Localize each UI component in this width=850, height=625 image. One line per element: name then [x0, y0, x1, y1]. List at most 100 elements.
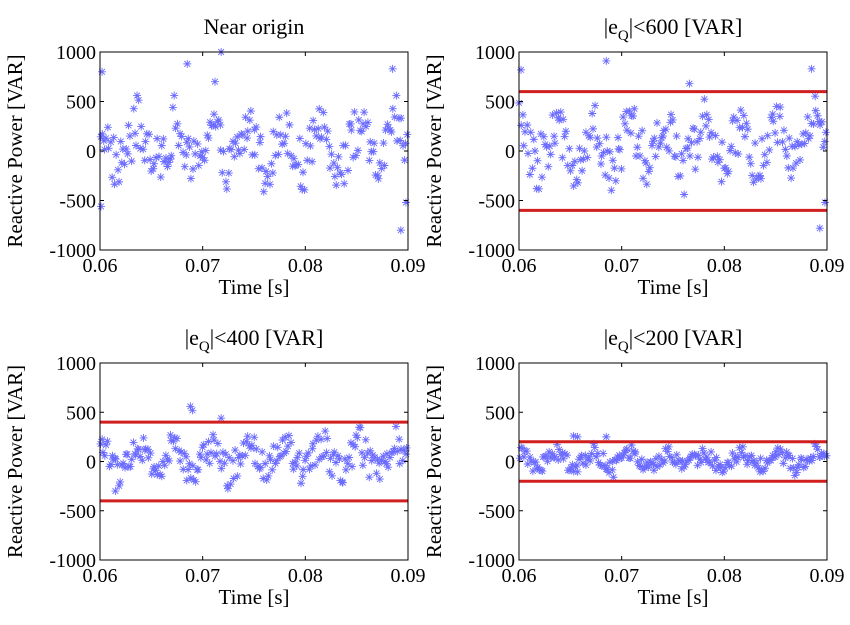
data-point [341, 465, 350, 474]
data-point [395, 459, 404, 468]
data-point [391, 422, 400, 431]
data-point [727, 462, 736, 471]
data-point [375, 475, 384, 484]
data-point [745, 452, 754, 461]
title-subscript: Q [199, 339, 210, 355]
data-point [548, 111, 557, 120]
data-point [268, 465, 277, 474]
data-point [210, 110, 219, 119]
data-point [161, 451, 170, 460]
data-point [552, 108, 561, 117]
data-point [807, 456, 816, 465]
data-point [749, 178, 758, 187]
data-point [209, 430, 218, 439]
data-point [690, 125, 699, 134]
data-point [352, 151, 361, 160]
data-point [269, 442, 278, 451]
data-point [596, 159, 605, 168]
data-point [671, 152, 680, 161]
data-point [247, 441, 256, 450]
data-point [149, 164, 158, 173]
data-point [382, 449, 391, 458]
data-point [304, 449, 313, 458]
data-point [315, 104, 324, 113]
data-point [544, 162, 553, 171]
data-point [766, 456, 775, 465]
data-point [565, 466, 574, 475]
data-point [697, 458, 706, 467]
data-point [333, 163, 342, 172]
data-point [711, 466, 720, 475]
data-point [731, 452, 740, 461]
data-point [271, 151, 280, 160]
data-point [533, 156, 542, 165]
data-point [356, 423, 365, 432]
data-point [314, 124, 323, 133]
data-point [182, 150, 191, 159]
data-point [528, 467, 537, 476]
data-point [172, 434, 181, 443]
data-point [401, 139, 410, 148]
data-point [767, 113, 776, 122]
data-point [287, 438, 296, 447]
data-point [576, 155, 585, 164]
data-point [256, 463, 265, 472]
data-point [649, 466, 658, 475]
data-point [738, 123, 747, 132]
data-point [236, 459, 245, 468]
x-tick-label: 0.09 [391, 565, 426, 587]
data-point [523, 460, 532, 469]
data-point [400, 156, 409, 165]
data-point [306, 141, 315, 150]
data-point [331, 458, 340, 467]
data-point [216, 120, 225, 129]
data-point [313, 432, 322, 441]
y-tick-label: 500 [485, 92, 515, 114]
data-point [319, 452, 328, 461]
data-point [322, 448, 331, 457]
data-point [627, 440, 636, 449]
data-point [221, 450, 230, 459]
data-point [653, 118, 662, 127]
data-point [517, 65, 526, 74]
data-point [559, 454, 568, 463]
data-point [132, 141, 141, 150]
data-point [317, 133, 326, 142]
data-point [234, 146, 243, 155]
data-point [372, 469, 381, 478]
data-point [134, 96, 143, 105]
data-point [614, 133, 623, 142]
data-point [586, 456, 595, 465]
data-point [822, 451, 831, 460]
data-point [734, 150, 743, 159]
data-point [793, 137, 802, 146]
data-point [231, 446, 240, 455]
data-point [679, 156, 688, 165]
data-point [392, 91, 401, 100]
data-point [299, 465, 308, 474]
data-point [538, 467, 547, 476]
data-point [608, 457, 617, 466]
data-point [100, 451, 109, 460]
data-point [146, 155, 155, 164]
data-point [374, 174, 383, 183]
data-point [401, 198, 410, 207]
title-suffix: |<200 [VAR] [629, 325, 743, 350]
data-point [397, 114, 406, 123]
data-point [259, 474, 268, 483]
subplot-2: 0.06 0.07 0.08 0.09 -1000 -500 0 500 1000 Time [s… [422, 14, 845, 299]
data-point [545, 447, 554, 456]
y-tick-label: -500 [59, 501, 96, 523]
data-point [259, 187, 268, 196]
data-point [546, 150, 555, 159]
data-point [189, 137, 198, 146]
data-point [630, 449, 639, 458]
data-point [396, 226, 405, 235]
x-tick-label: 0.08 [288, 255, 323, 277]
data-point [323, 434, 332, 443]
y-tick-label: 1000 [56, 353, 96, 375]
data-point [150, 462, 159, 471]
data-point [693, 137, 702, 146]
data-point [573, 178, 582, 187]
